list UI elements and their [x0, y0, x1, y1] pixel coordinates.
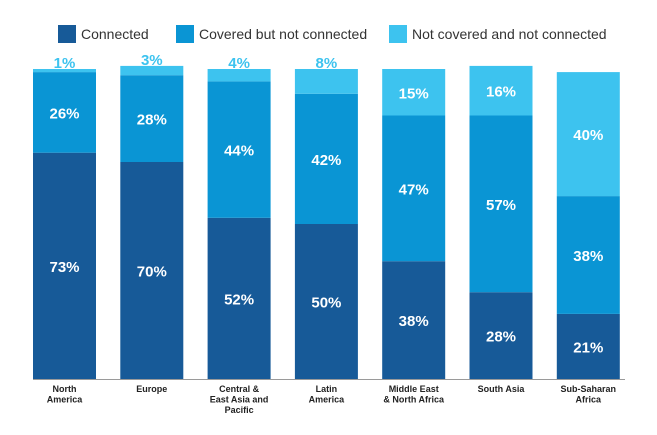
bar-segment: [120, 162, 184, 379]
legend-item: Not covered and not connected: [389, 25, 607, 43]
legend-label: Connected: [81, 26, 149, 42]
value-label: 15%: [399, 85, 429, 102]
bar-segment: [469, 115, 533, 293]
bar-segment: [556, 313, 620, 379]
value-label: 28%: [486, 329, 516, 346]
value-labels: 73% 26% 1% 70% 28% 3% 52% 44% 4% 50% 42% 8% 38% 47% 15…: [49, 52, 603, 357]
bar-segment: [556, 196, 620, 314]
legend-item: Connected: [58, 25, 149, 43]
bar-segment: [469, 292, 533, 379]
legend-swatch: [58, 25, 76, 43]
legend-label: Covered but not connected: [199, 26, 367, 42]
bar-segment: [382, 261, 446, 379]
value-label: 16%: [486, 84, 516, 101]
category-label-line: Pacific: [225, 405, 254, 415]
bar-segment: [120, 75, 184, 162]
bar-segment: [207, 217, 271, 379]
value-label: 26%: [49, 105, 79, 122]
bar-segment: [294, 224, 358, 379]
bar-segment: [294, 93, 358, 224]
bar-segment: [207, 81, 271, 218]
bar-segment: [33, 69, 96, 73]
value-label: 73%: [49, 259, 79, 276]
value-label: 40%: [573, 127, 603, 144]
legend: Connected Covered but not connected Not co…: [58, 25, 607, 43]
value-label: 52%: [224, 291, 254, 308]
category-label-line: Europe: [136, 384, 167, 394]
value-label: 21%: [573, 339, 603, 356]
value-label: 28%: [137, 112, 167, 129]
category-label-line: Sub-Saharan: [561, 384, 617, 394]
category-label: South Asia: [478, 384, 526, 394]
legend-label: Not covered and not connected: [412, 26, 607, 42]
category-label-line: Africa: [576, 395, 603, 405]
value-label: 4%: [228, 55, 250, 72]
category-label: Latin America: [309, 384, 346, 405]
value-label: 1%: [54, 55, 76, 72]
bar-segment: [33, 152, 96, 379]
bar-segment: [120, 65, 184, 76]
legend-swatch: [176, 25, 194, 43]
value-label: 70%: [137, 264, 167, 281]
value-label: 8%: [316, 55, 338, 72]
legend-item: Covered but not connected: [176, 25, 367, 43]
category-label: Sub-Saharan Africa: [561, 384, 617, 405]
value-label: 38%: [399, 313, 429, 330]
bar-segment: [294, 69, 358, 94]
value-label: 50%: [311, 295, 341, 312]
category-label-line: America: [47, 395, 84, 405]
category-label-line: Latin: [316, 384, 338, 394]
bar-segment: [33, 72, 96, 153]
category-label-line: South Asia: [478, 384, 526, 394]
value-label: 42%: [311, 152, 341, 169]
value-label: 44%: [224, 143, 254, 160]
category-label: Europe: [136, 384, 167, 394]
category-label: North America: [47, 384, 84, 405]
bar-segment: [556, 72, 620, 197]
value-label: 38%: [573, 248, 603, 265]
value-label: 57%: [486, 197, 516, 214]
legend-swatch: [389, 25, 407, 43]
bars: [33, 65, 620, 379]
category-label-line: North: [53, 384, 77, 394]
category-label-line: Central &: [219, 384, 260, 394]
value-label: 47%: [399, 181, 429, 198]
category-label-line: East Asia and: [210, 395, 269, 405]
value-label: 3%: [141, 52, 163, 69]
category-label-line: & North Africa: [383, 395, 445, 405]
bar-segment: [469, 65, 533, 116]
category-label: Middle East & North Africa: [383, 384, 445, 405]
bar-segment: [382, 115, 446, 262]
bar-segment: [382, 69, 446, 116]
category-label-line: America: [309, 395, 346, 405]
category-label-line: Middle East: [389, 384, 439, 394]
category-label: Central & East Asia and Pacific: [210, 384, 269, 415]
bar-segment: [207, 69, 271, 82]
